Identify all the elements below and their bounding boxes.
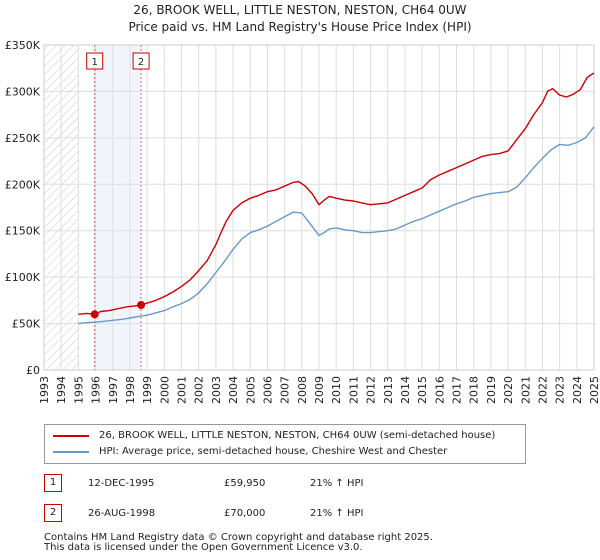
x-tick-label: 2021 <box>519 376 532 404</box>
series-line-hpi <box>78 126 595 325</box>
x-tick-label: 1994 <box>55 376 68 404</box>
x-tick-label: 2001 <box>176 376 189 404</box>
x-tick-label: 1996 <box>90 376 103 404</box>
chart-title: 26, BROOK WELL, LITTLE NESTON, NESTON, C… <box>133 3 467 17</box>
legend-swatch-hpi <box>53 451 89 453</box>
x-tick-label: 2007 <box>279 376 292 404</box>
chart-subtitle: Price paid vs. HM Land Registry's House … <box>128 20 472 34</box>
x-tick-label: 2019 <box>485 376 498 404</box>
y-tick-label: £350K <box>5 39 41 52</box>
sale-badge-2: 2 <box>44 504 62 522</box>
x-tick-label: 2004 <box>227 376 240 404</box>
x-tick-label: 2020 <box>502 376 515 404</box>
sale-marker-badge <box>86 52 104 70</box>
x-tick-label: 2023 <box>554 376 567 404</box>
y-tick-label: £50K <box>12 318 41 331</box>
x-tick-label: 1993 <box>38 376 51 404</box>
x-tick-label: 2018 <box>468 376 481 404</box>
x-tick-label: 2011 <box>347 376 360 404</box>
footer-licence: This data is licensed under the Open Gov… <box>44 542 363 553</box>
x-tick-label: 2012 <box>365 376 378 404</box>
y-tick-label: £100K <box>5 271 41 284</box>
x-tick-label: 2009 <box>313 376 326 404</box>
x-tick-label: 2024 <box>571 376 584 404</box>
legend: 26, BROOK WELL, LITTLE NESTON, NESTON, C… <box>44 424 526 464</box>
x-tick-label: 2015 <box>416 376 429 404</box>
sale-marker-badge-label: 1 <box>92 57 98 68</box>
sale-price-2: £70,000 <box>224 508 266 519</box>
x-tick-label: 2008 <box>296 376 309 404</box>
sale-marker-badge <box>132 52 150 70</box>
x-tick-label: 2014 <box>399 376 412 404</box>
x-tick-label: 1997 <box>107 376 120 404</box>
x-tick-label: 2010 <box>330 376 343 404</box>
plot-border <box>43 44 595 371</box>
sale-period-shading <box>94 45 142 370</box>
x-tick-label: 2013 <box>382 376 395 404</box>
sale-date-1: 12-DEC-1995 <box>88 478 155 489</box>
y-tick-label: £0 <box>26 364 40 377</box>
x-tick-label: 2022 <box>536 376 549 404</box>
y-tick-label: £200K <box>5 178 41 191</box>
legend-label-property: 26, BROOK WELL, LITTLE NESTON, NESTON, C… <box>99 430 496 441</box>
footer-copyright: Contains HM Land Registry data © Crown c… <box>44 532 433 543</box>
x-tick-label: 2016 <box>433 376 446 404</box>
x-tick-label: 2017 <box>451 376 464 404</box>
sale-point <box>90 310 99 319</box>
sale-marker-badge-label: 2 <box>138 57 144 68</box>
x-tick-label: 2025 <box>588 376 600 404</box>
legend-swatch-property <box>53 435 89 437</box>
price-chart: £0 £50K £100K £150K £200K £250K £300K £350K 1993… <box>5 39 600 404</box>
sale-point <box>137 301 146 309</box>
sale-hpi-2: 21% ↑ HPI <box>310 508 364 519</box>
x-tick-label: 1999 <box>141 376 154 404</box>
x-tick-label: 2005 <box>244 376 257 404</box>
x-tick-label: 2002 <box>193 376 206 404</box>
series-line-property <box>78 72 595 315</box>
x-tick-label: 2003 <box>210 376 223 404</box>
y-tick-label: £250K <box>5 132 41 145</box>
x-tick-label: 1998 <box>124 376 137 404</box>
y-tick-label: £150K <box>5 225 41 238</box>
sale-badge-1: 1 <box>44 474 62 492</box>
y-tick-label: £300K <box>5 85 41 98</box>
legend-label-hpi: HPI: Average price, semi-detached house,… <box>99 446 448 457</box>
sale-hpi-1: 21% ↑ HPI <box>310 478 364 489</box>
x-tick-label: 2006 <box>261 376 274 404</box>
x-tick-label: 1995 <box>72 376 85 404</box>
sale-date-2: 26-AUG-1998 <box>88 508 156 519</box>
x-tick-label: 2000 <box>158 376 171 404</box>
sale-price-1: £59,950 <box>224 478 266 489</box>
